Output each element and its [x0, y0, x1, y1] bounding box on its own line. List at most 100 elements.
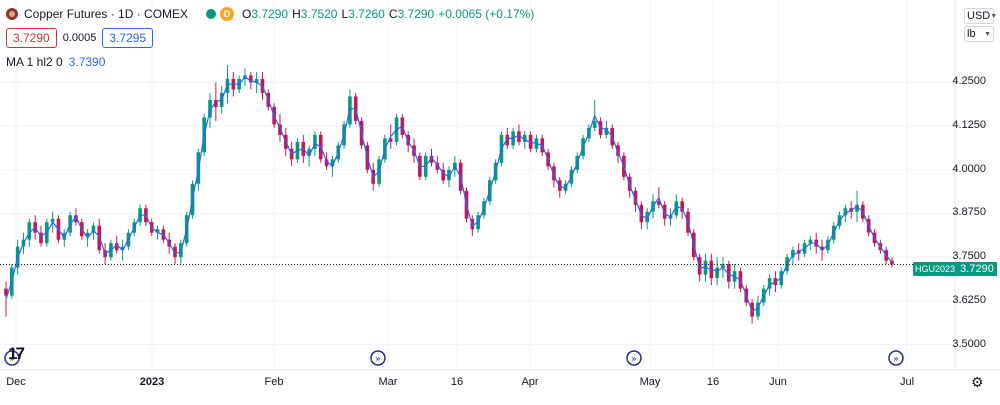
candle-body: [604, 127, 609, 135]
candle-body: [522, 134, 527, 142]
candle-body: [91, 225, 96, 233]
price-tick-label: 3.5000: [952, 337, 986, 350]
unit-select[interactable]: lb ▼: [964, 26, 994, 42]
candle-body: [214, 99, 218, 107]
candle-body: [74, 215, 78, 223]
time-tick-label: 2023: [139, 376, 165, 388]
event-marker-icon: [888, 350, 904, 366]
time-tick-label: Dec: [6, 376, 26, 388]
change-value: +0.0065 (+0.17%): [438, 7, 535, 21]
close-value: 3.7290: [397, 7, 435, 21]
candle-body: [155, 229, 160, 233]
event-marker-icon: [370, 350, 386, 366]
candle-body: [388, 138, 393, 142]
candle-body: [406, 134, 411, 146]
low-value: 3.7260: [348, 7, 385, 21]
candle-body: [249, 75, 253, 83]
candle-body: [324, 159, 329, 167]
candle-body: [254, 78, 259, 83]
close-key: C: [388, 7, 398, 21]
spread-value: 0.0005: [62, 32, 97, 44]
price-tick-label: 4.1250: [952, 119, 986, 132]
price-tick-label: 4.2500: [952, 75, 986, 88]
symbol-title[interactable]: Copper Futures · 1D · COMEX: [24, 7, 189, 21]
price-tick-label: 3.7500: [952, 250, 986, 263]
market-open-icon: [206, 9, 217, 19]
candle-body: [820, 246, 824, 251]
open-value: 3.7290: [251, 7, 289, 21]
open-key: O: [242, 7, 252, 21]
double-chevron-icon: »: [9, 355, 15, 365]
candle-body: [890, 260, 894, 265]
candle-body: [307, 148, 311, 156]
candle-body: [313, 134, 317, 149]
candle-body: [855, 204, 859, 212]
currency-select[interactable]: USD ▼: [964, 8, 997, 24]
candle-body: [173, 246, 177, 258]
ohlc-values: O 3.7290 H 3.7520 L 3.7260 C 3.7290 +0.0065 …: [242, 6, 534, 22]
currency-value: USD: [967, 10, 991, 22]
double-chevron-icon: »: [375, 355, 381, 365]
price-tick-label: 3.8750: [952, 206, 986, 219]
candle-body: [39, 232, 43, 244]
candle-body: [843, 208, 848, 216]
gear-icon[interactable]: ⚙: [971, 374, 984, 390]
time-tick-label: 16: [706, 376, 720, 388]
candle-body: [4, 288, 8, 296]
candle-body: [791, 250, 795, 258]
chevron-down-icon: ▼: [984, 30, 991, 38]
price-tick-label: 3.6250: [952, 293, 986, 306]
candle-body: [715, 267, 719, 279]
buy-price-button[interactable]: 3.7295: [102, 28, 154, 48]
candle-body: [120, 246, 125, 251]
candle-body: [447, 169, 451, 181]
candle-body: [750, 302, 754, 317]
time-tick-label: Feb: [264, 376, 284, 388]
candle-body: [767, 278, 772, 289]
candle-body: [208, 99, 212, 118]
high-value: 3.7520: [300, 7, 338, 21]
time-tick-label: Mar: [378, 376, 398, 388]
last-price-label: 3.7290: [957, 262, 997, 276]
time-tick-label: Jun: [769, 376, 787, 388]
candle-body: [756, 302, 760, 317]
time-tick-label: 16: [450, 376, 464, 388]
candle-body: [680, 201, 684, 212]
candle-body: [62, 232, 67, 240]
candle-body: [517, 131, 521, 142]
candle-body: [674, 201, 679, 216]
low-key: L: [341, 7, 349, 21]
double-chevron-icon: »: [893, 355, 899, 365]
candle-body: [27, 222, 32, 240]
candle-body: [721, 264, 725, 268]
price-tick-label: 4.0000: [952, 162, 986, 175]
candle-body: [726, 264, 731, 282]
time-tick-label: May: [639, 376, 661, 388]
double-chevron-icon: »: [631, 355, 637, 365]
event-marker-icon: [626, 350, 642, 366]
delayed-data-badge[interactable]: D: [220, 7, 235, 21]
candle-body: [225, 78, 230, 93]
candle-body: [435, 162, 440, 170]
candle-body: [50, 218, 55, 223]
candle-body: [808, 239, 813, 244]
candle-body: [505, 134, 510, 146]
candle-body: [633, 190, 638, 205]
time-tick-label: Jul: [899, 376, 915, 388]
unit-value: lb: [967, 28, 976, 40]
candle-body: [592, 120, 597, 128]
candle-body: [657, 201, 661, 205]
sell-price-button[interactable]: 3.7290: [6, 28, 57, 48]
candle-body: [645, 211, 649, 223]
candle-body: [85, 232, 90, 237]
candle-body: [278, 124, 282, 135]
candle-body: [429, 155, 434, 163]
tradingview-logo[interactable]: 17: [8, 344, 25, 363]
moving-average-line: [5, 76, 893, 313]
copper-symbol-icon: [6, 8, 18, 20]
candle-body: [330, 159, 335, 167]
ma-indicator-label[interactable]: MA 1 hl2 0: [6, 55, 63, 69]
